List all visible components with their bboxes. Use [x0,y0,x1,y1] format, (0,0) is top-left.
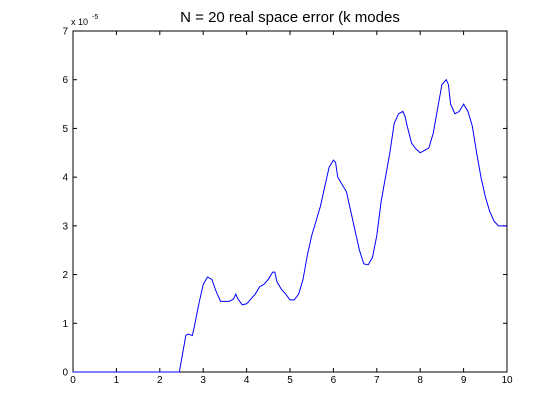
x-tick-label: 2 [157,375,163,386]
x-tick-label: 4 [244,375,250,386]
error-series-line [73,78,507,373]
x-tick-label: 3 [200,375,206,386]
y-tick-label: 3 [62,221,68,232]
plot-area [72,30,508,373]
chart-title: N = 20 real space error (k modes [180,9,400,26]
y-axis: 0 1 2 3 4 5 6 7 [62,27,507,379]
y-multiplier-base: x 10 [71,17,88,27]
y-tick-label: 2 [62,270,68,281]
x-tick-label: 8 [417,375,423,386]
y-tick-label: 7 [62,27,68,38]
y-tick-label: 6 [62,75,68,86]
y-tick-label: 4 [62,173,68,184]
x-tick-label: 9 [461,375,467,386]
x-tick-label: 0 [70,375,76,386]
x-tick-label: 7 [374,375,380,386]
x-tick-label: 6 [331,375,337,386]
x-tick-label: 5 [287,375,293,386]
x-tick-label: 10 [501,375,513,386]
x-tick-label: 1 [114,375,120,386]
y-tick-label: 1 [62,319,68,330]
y-tick-label: 5 [62,124,68,135]
x-axis: 0 1 2 3 4 5 6 7 8 9 10 [70,31,513,386]
y-multiplier-exponent: -5 [92,14,98,21]
y-tick-label: 0 [62,368,68,379]
